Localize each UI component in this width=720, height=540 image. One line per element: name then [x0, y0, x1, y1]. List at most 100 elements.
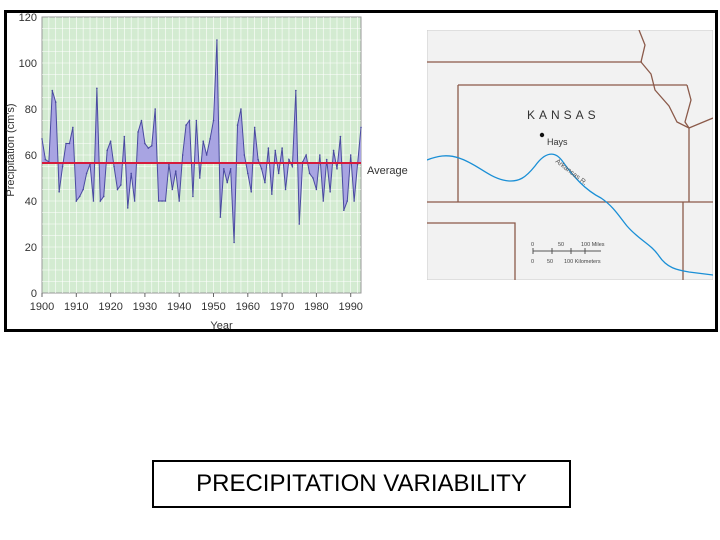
data-point-1973: [291, 165, 294, 168]
data-point-1952: [219, 216, 222, 218]
data-point-1991: [353, 200, 355, 202]
data-point-1993: [360, 126, 362, 129]
missouri-river-border: [638, 30, 713, 129]
data-point-1979: [312, 177, 314, 179]
average-label: Average: [367, 165, 408, 177]
data-point-1905: [58, 191, 60, 193]
data-point-1938: [171, 188, 174, 191]
data-point-1946: [198, 177, 201, 179]
data-point-1924: [123, 135, 126, 138]
state-label: KANSAS: [527, 108, 600, 122]
data-point-1934: [157, 200, 160, 202]
data-point-1948: [205, 154, 208, 156]
data-point-1921: [113, 165, 115, 168]
data-point-1989: [346, 200, 349, 202]
data-point-1960: [247, 172, 249, 175]
data-point-1959: [243, 154, 246, 156]
data-point-1939: [174, 170, 177, 172]
x-tick-label: 1980: [304, 301, 328, 313]
data-point-1945: [195, 119, 198, 122]
data-point-1901: [44, 158, 47, 161]
arkansas-river: [427, 153, 713, 276]
data-point-1912: [82, 188, 84, 191]
data-point-1964: [260, 168, 263, 170]
oklahoma-line: [427, 222, 516, 280]
caption-title: PRECIPITATION VARIABILITY: [196, 470, 527, 497]
data-point-1977: [305, 154, 307, 156]
scale-km-100: 100 Kilometers: [564, 259, 601, 265]
caption-box: PRECIPITATION VARIABILITY: [152, 460, 571, 508]
city-label: Hays: [547, 137, 568, 147]
scale-km-50: 50: [547, 259, 553, 265]
x-tick-label: 1910: [64, 301, 88, 313]
y-tick-label: 80: [25, 104, 37, 116]
data-point-1906: [61, 165, 64, 168]
data-point-1984: [329, 191, 331, 193]
data-point-1931: [147, 147, 150, 149]
data-point-1927: [133, 200, 136, 202]
data-point-1975: [298, 223, 301, 225]
data-point-1913: [85, 172, 88, 175]
data-point-1935: [161, 200, 163, 202]
data-point-1916: [96, 87, 98, 90]
scale-miles-100: 100 Miles: [581, 242, 605, 248]
data-point-1908: [68, 142, 71, 145]
hays-marker: [539, 132, 545, 138]
data-point-1915: [92, 200, 95, 202]
scale-miles-50: 50: [558, 242, 564, 248]
data-point-1930: [144, 142, 146, 145]
data-point-1982: [322, 200, 325, 202]
y-tick-label: 40: [25, 196, 37, 208]
data-point-1986: [336, 168, 338, 170]
data-point-1929: [140, 119, 143, 122]
data-point-1988: [343, 209, 345, 211]
kansas-east-border: [684, 84, 692, 202]
data-point-1970: [281, 147, 283, 149]
y-axis-label: Precipitation (cm's): [5, 103, 17, 196]
data-point-1974: [295, 89, 297, 92]
data-point-1936: [164, 200, 167, 202]
map-background: [427, 30, 713, 280]
data-point-1944: [192, 195, 194, 198]
data-point-1940: [178, 200, 181, 202]
data-point-1942: [185, 124, 187, 126]
data-point-1907: [65, 142, 67, 145]
data-point-1957: [236, 124, 239, 126]
data-point-1923: [120, 184, 122, 186]
data-point-1909: [72, 126, 74, 129]
data-point-1951: [216, 39, 218, 41]
data-point-1980: [315, 188, 318, 191]
y-tick-label: 0: [31, 288, 37, 300]
y-tick-label: 120: [19, 12, 37, 24]
data-point-1981: [319, 154, 321, 156]
kansas-map: KANSAS Hays Arkansas R. 0 50 100 Miles 0…: [427, 30, 713, 280]
precipitation-chart: Average 0 20 40 60 80 100 120 1900 1910 1920 1930 19…: [5, 12, 408, 332]
x-tick-label: 1930: [133, 301, 157, 313]
data-point-1972: [288, 158, 290, 161]
x-tick-label: 1950: [201, 301, 225, 313]
data-point-1990: [349, 154, 352, 156]
data-point-1919: [106, 149, 108, 152]
data-point-1967: [271, 193, 273, 195]
data-point-1910: [75, 200, 78, 202]
data-point-1969: [277, 172, 280, 175]
data-point-1928: [137, 131, 139, 133]
data-point-1947: [202, 140, 205, 142]
data-point-1920: [109, 140, 112, 142]
data-point-1949: [209, 138, 211, 140]
data-point-1926: [130, 172, 132, 175]
data-point-1956: [233, 241, 235, 244]
data-point-1950: [212, 119, 215, 122]
data-point-1958: [240, 108, 242, 110]
data-point-1961: [250, 191, 253, 193]
scale-miles-0: 0: [531, 242, 534, 248]
y-tick-label: 20: [25, 242, 37, 254]
data-point-1978: [308, 172, 311, 175]
precipitation-line: [41, 39, 362, 243]
x-tick-label: 1970: [270, 301, 294, 313]
x-tick-label: 1940: [167, 301, 191, 313]
data-point-1900: [41, 138, 43, 140]
data-point-1918: [102, 195, 105, 198]
x-tick-label: 1960: [236, 301, 260, 313]
data-point-1955: [229, 168, 232, 170]
